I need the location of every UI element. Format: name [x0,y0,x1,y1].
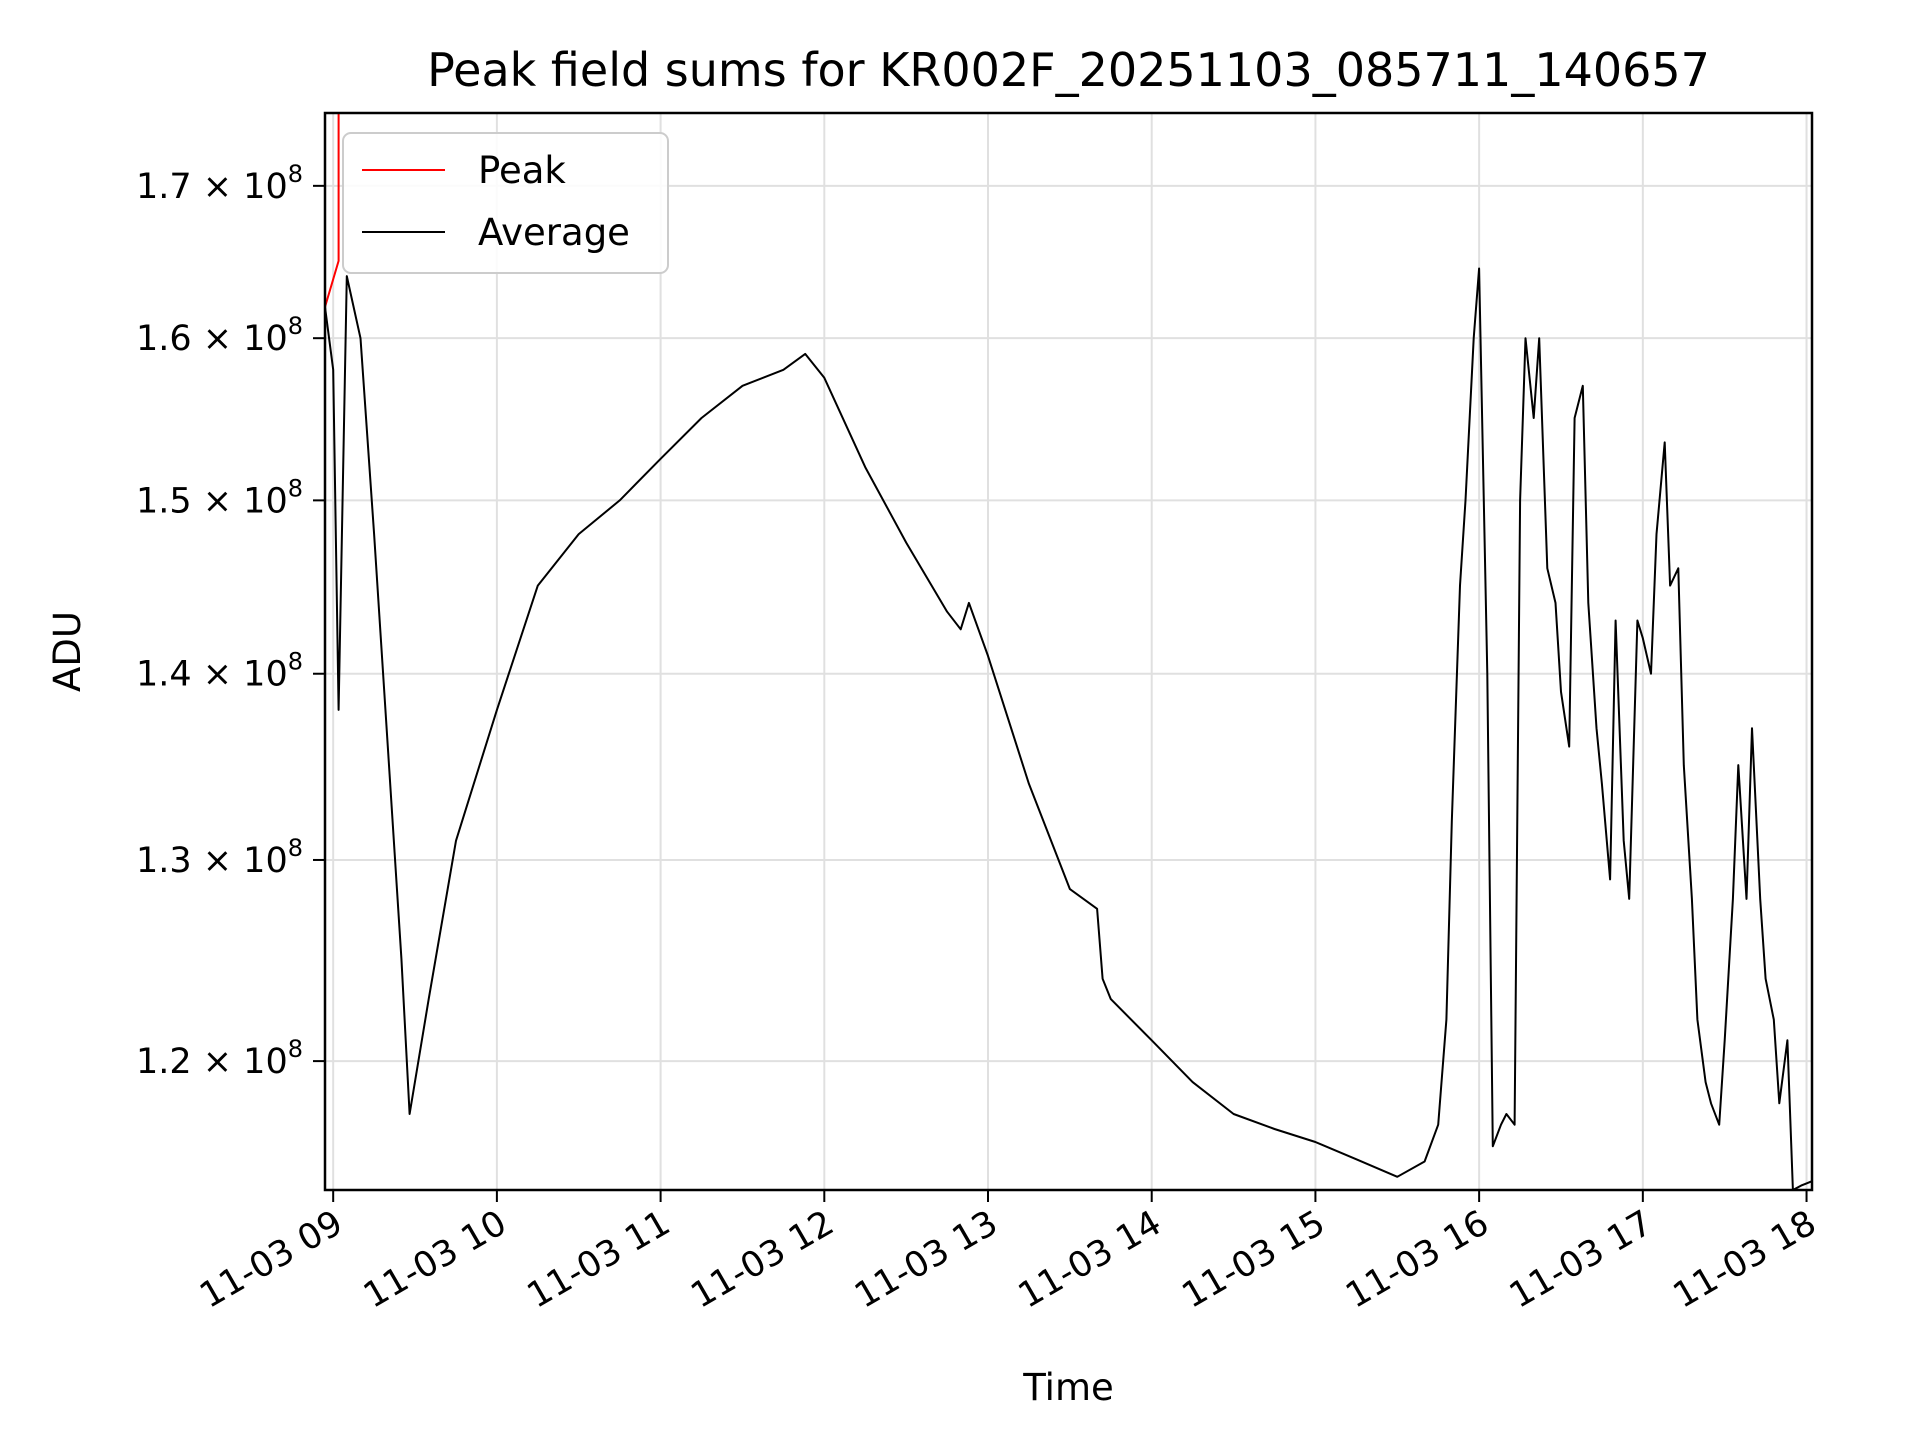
legend-box [342,132,669,274]
y-axis-label: ADU [46,611,89,692]
legend-label-average: Average [478,211,630,254]
axes-frame [323,111,1814,1192]
legend-label-peak: Peak [478,149,566,192]
y-tick-label: 1.3 × 108 [136,834,303,881]
y-tick-label: 1.7 × 108 [136,160,303,207]
y-tick-label: 1.4 × 108 [136,648,303,695]
legend: Peak Average [342,132,669,274]
x-axis-label: Time [1022,1366,1114,1409]
chart-title: Peak field sums for KR002F_20251103_0857… [427,43,1710,97]
series-line-average [324,267,1813,1191]
y-tick-label: 1.2 × 108 [136,1035,303,1082]
series-layer [324,113,1813,1191]
y-tick-label: 1.5 × 108 [136,474,303,521]
y-tick-label: 1.6 × 108 [136,312,303,359]
series-line-peak [324,113,340,308]
